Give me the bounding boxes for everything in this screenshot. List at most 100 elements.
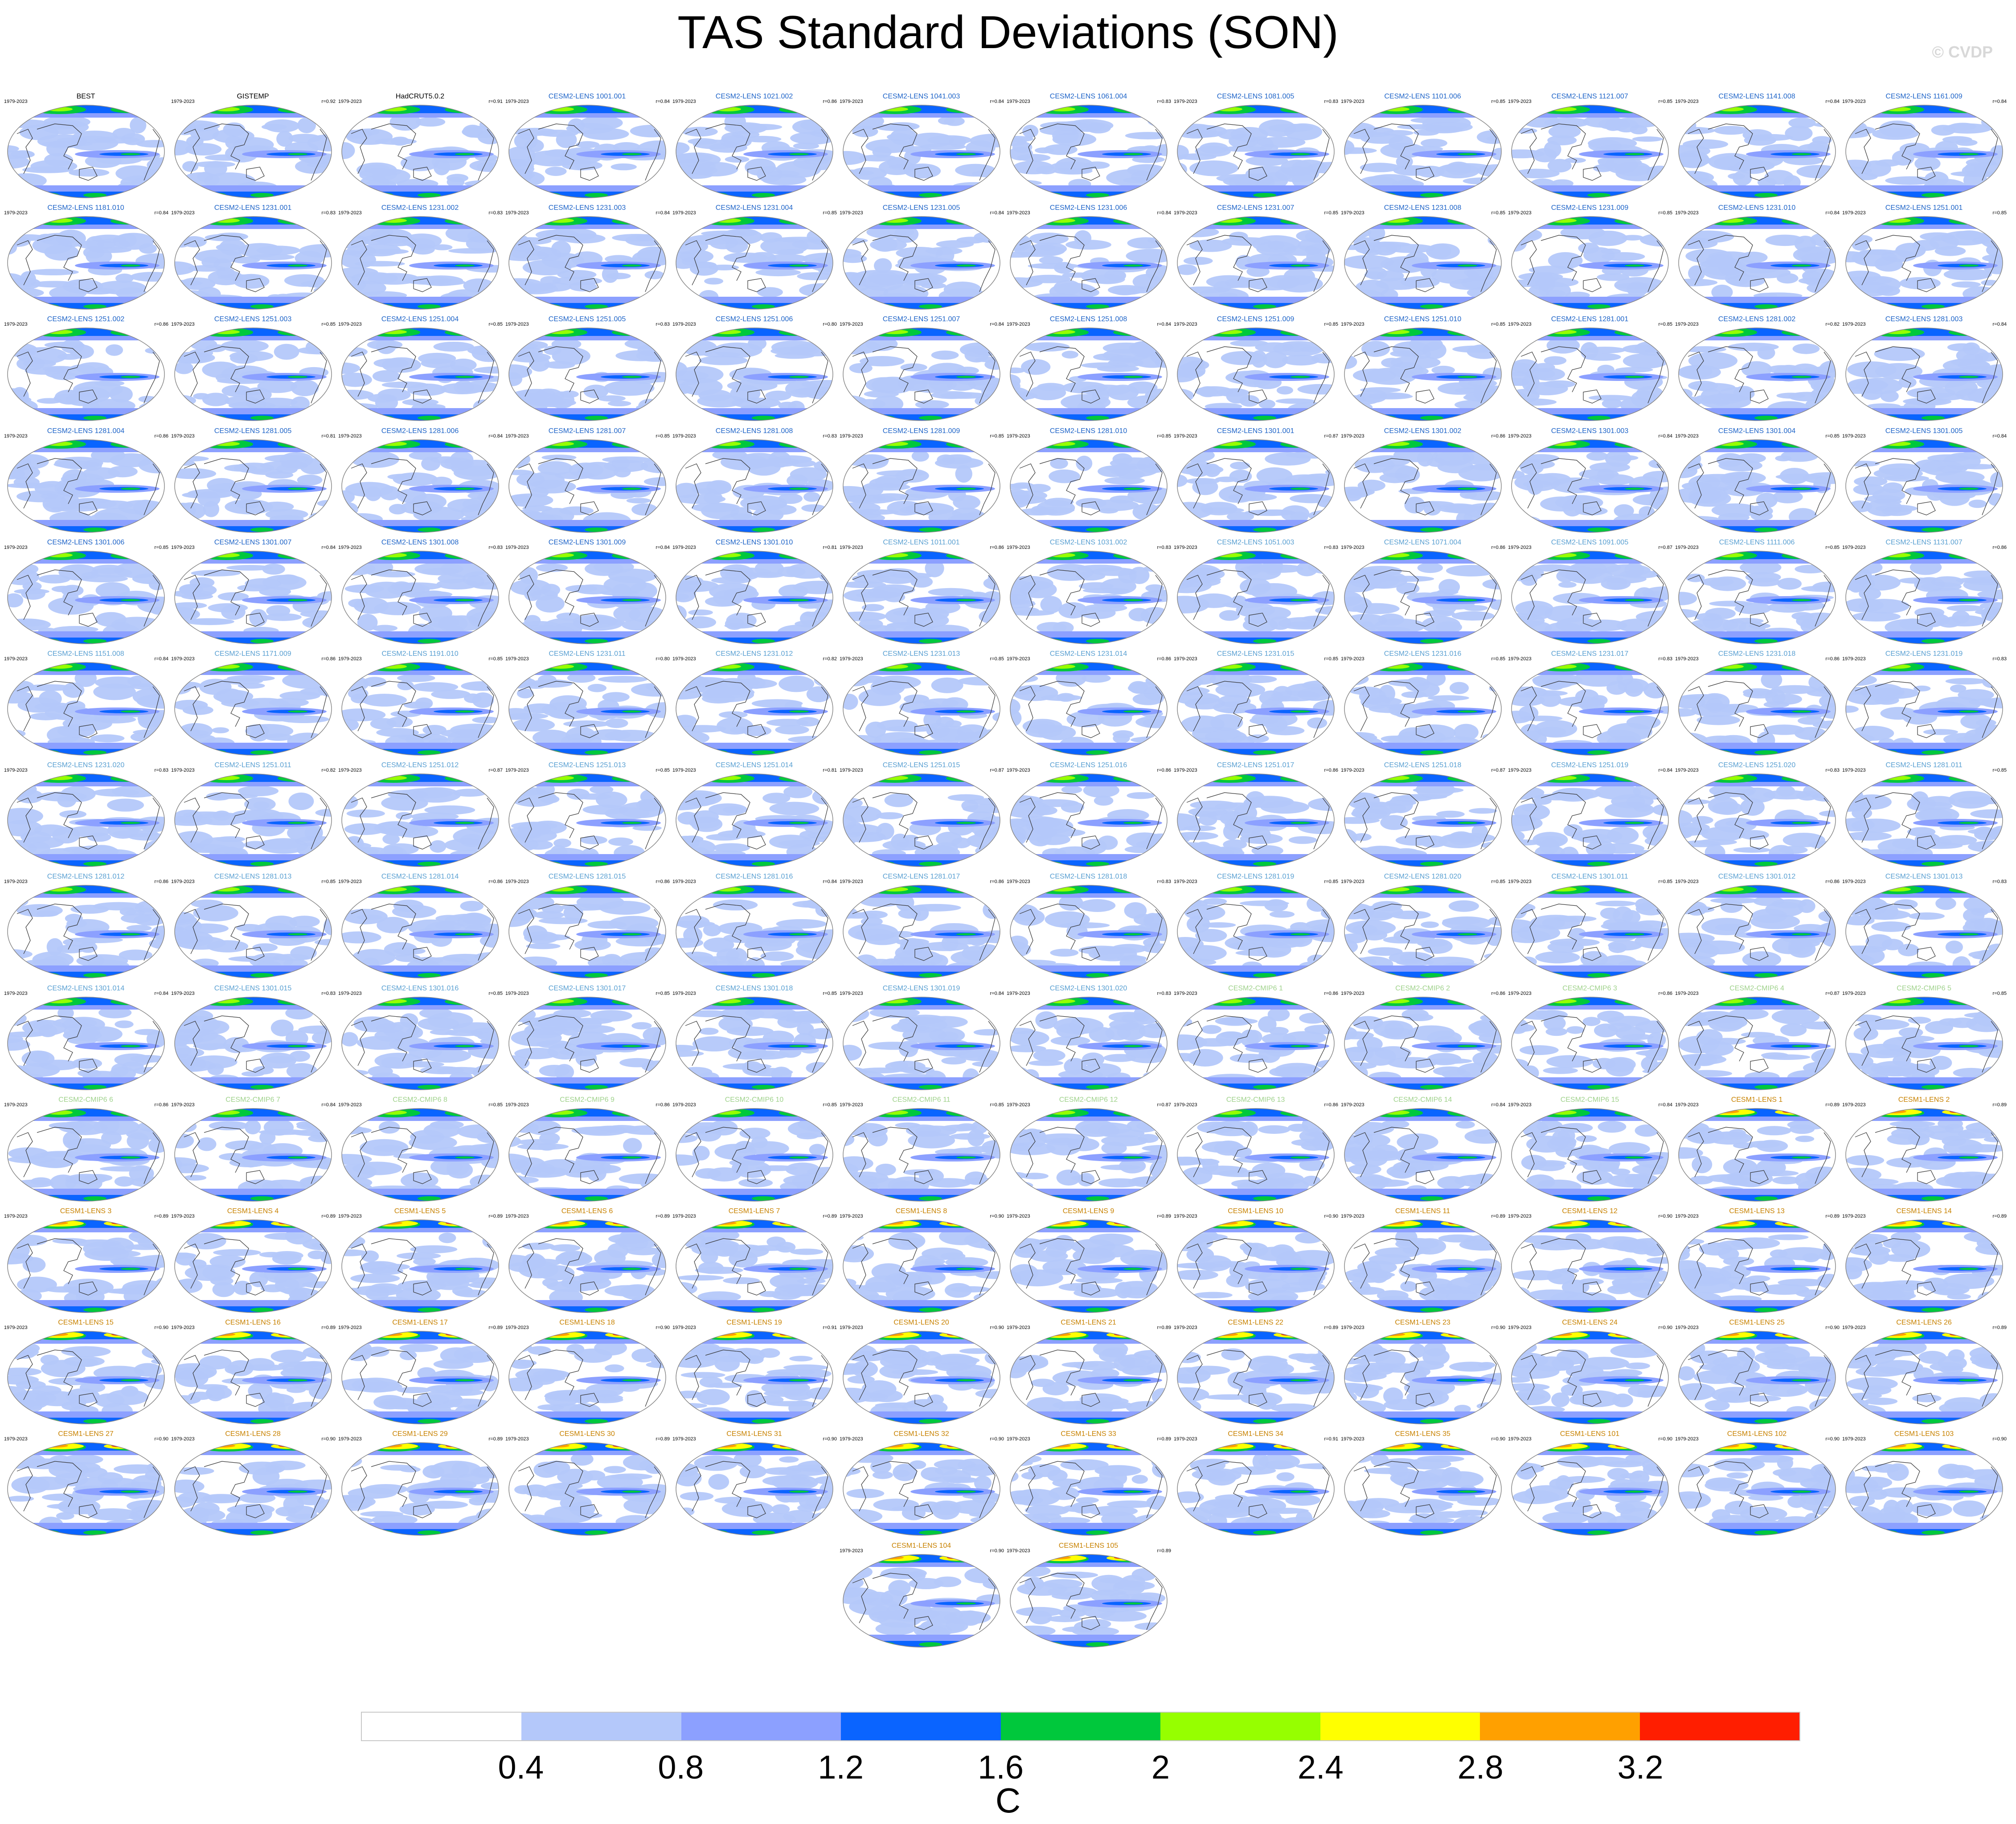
panel-years: 1979-2023 <box>1508 210 1532 216</box>
panel-map <box>676 773 833 867</box>
panel-map <box>341 439 499 533</box>
map-panel: CESM2-LENS 1281.012 1979-2023 r=0.86 <box>2 873 169 983</box>
panel-pattern-correlation: r=0.85 <box>823 990 837 996</box>
map-field <box>1512 997 1668 1090</box>
panel-title: CESM2-LENS 1301.018 <box>715 984 793 992</box>
map-panel: CESM2-LENS 1281.011 1979-2023 r=0.85 <box>1840 761 2008 872</box>
map-field <box>1344 885 1501 978</box>
panel-pattern-correlation: r=0.85 <box>656 990 670 996</box>
map-panel: CESM2-LENS 1281.002 1979-2023 r=0.82 <box>1673 315 1840 426</box>
map-field <box>1846 1108 2003 1201</box>
panel-map <box>1344 662 1502 756</box>
panel-title: CESM1-LENS 31 <box>726 1430 782 1438</box>
panel-years: 1979-2023 <box>171 1214 195 1219</box>
panel-map <box>1678 885 1836 979</box>
panel-pattern-correlation: r=0.84 <box>990 99 1004 104</box>
panel-years: 1979-2023 <box>1341 879 1364 885</box>
panel-map <box>7 105 165 198</box>
map-field <box>175 1108 332 1201</box>
panel-title: CESM2-CMIP6 9 <box>560 1096 615 1104</box>
panel-map <box>7 551 165 644</box>
map-panel: CESM1-LENS 31 1979-2023 r=0.90 <box>671 1430 838 1541</box>
panel-years: 1979-2023 <box>1842 322 1866 327</box>
panel-pattern-correlation: r=0.85 <box>1157 433 1172 439</box>
panel-pattern-correlation: r=0.90 <box>1658 1436 1673 1442</box>
map-field <box>8 439 164 532</box>
panel-years: 1979-2023 <box>1508 1436 1532 1442</box>
panel-title: CESM2-LENS 1301.003 <box>1551 427 1629 435</box>
map-panel: CESM1-LENS 10 1979-2023 r=0.90 <box>1172 1207 1339 1318</box>
map-panel: CESM1-LENS 24 1979-2023 r=0.90 <box>1506 1319 1673 1429</box>
panel-title: CESM2-LENS 1281.004 <box>47 427 125 435</box>
map-field <box>342 1331 499 1424</box>
panel-map <box>1845 551 2003 644</box>
panel-title: CESM2-CMIP6 13 <box>1226 1096 1285 1104</box>
map-panel: CESM2-LENS 1251.018 1979-2023 r=0.87 <box>1339 761 1506 872</box>
panel-pattern-correlation: r=0.90 <box>990 1548 1004 1554</box>
panel-title: CESM2-LENS 1281.011 <box>1885 761 1963 769</box>
panel-map <box>1511 1108 1669 1202</box>
panel-map <box>174 885 332 979</box>
panel-pattern-correlation: r=0.83 <box>1658 656 1673 662</box>
panel-map <box>1010 439 1168 533</box>
panel-years: 1979-2023 <box>1508 990 1532 996</box>
map-field <box>509 663 666 755</box>
panel-map <box>1177 1442 1335 1536</box>
panel-map <box>508 885 666 979</box>
panel-map <box>1845 105 2003 198</box>
colorbar-tick-label: 1.2 <box>818 1749 864 1786</box>
panel-years: 1979-2023 <box>1341 544 1364 550</box>
map-panel: CESM2-LENS 1281.017 1979-2023 r=0.86 <box>838 873 1005 983</box>
map-panel: CESM1-LENS 33 1979-2023 r=0.89 <box>1005 1430 1172 1541</box>
panel-pattern-correlation: r=0.90 <box>1658 1325 1673 1331</box>
panel-years: 1979-2023 <box>1675 1214 1699 1219</box>
map-panel: CESM2-LENS 1301.018 1979-2023 r=0.85 <box>671 985 838 1095</box>
panel-title: CESM2-LENS 1281.018 <box>1049 873 1127 881</box>
panel-pattern-correlation: r=0.83 <box>321 210 336 216</box>
panel-pattern-correlation: r=0.84 <box>1658 433 1673 439</box>
map-field <box>1679 663 1836 755</box>
map-panel: CESM2-CMIP6 1 1979-2023 r=0.86 <box>1172 985 1339 1095</box>
panel-years: 1979-2023 <box>4 544 28 550</box>
map-field <box>1177 328 1334 421</box>
panel-map <box>1344 1442 1502 1536</box>
map-panel: GISTEMP 1979-2023 r=0.92 <box>169 93 336 203</box>
panel-pattern-correlation: r=0.90 <box>321 1436 336 1442</box>
map-field <box>1846 439 2003 532</box>
map-field <box>843 1108 1000 1201</box>
panel-title: CESM1-LENS 104 <box>891 1542 951 1550</box>
panel-map <box>1511 1442 1669 1536</box>
panel-years: 1979-2023 <box>505 1436 529 1442</box>
panel-pattern-correlation: r=0.83 <box>823 433 837 439</box>
panel-pattern-correlation: r=0.84 <box>1491 1102 1506 1108</box>
map-field <box>1010 328 1167 421</box>
panel-map <box>1177 439 1335 533</box>
panel-years: 1979-2023 <box>1842 544 1866 550</box>
panel-years: 1979-2023 <box>4 1436 28 1442</box>
map-panel: CESM1-LENS 3 1979-2023 r=0.89 <box>2 1207 169 1318</box>
panel-pattern-correlation: r=0.84 <box>154 210 169 216</box>
panel-title: CESM2-LENS 1301.004 <box>1718 427 1796 435</box>
panel-map <box>1344 773 1502 867</box>
map-panel: CESM2-LENS 1231.012 1979-2023 r=0.82 <box>671 650 838 761</box>
panel-title: CESM2-CMIP6 10 <box>725 1096 784 1104</box>
map-field <box>1010 885 1167 978</box>
panel-title: CESM2-LENS 1231.017 <box>1551 650 1629 658</box>
map-panel: CESM1-LENS 25 1979-2023 r=0.90 <box>1673 1319 1840 1429</box>
panel-pattern-correlation: r=0.86 <box>1324 1102 1339 1108</box>
map-field <box>843 217 1000 310</box>
map-field <box>175 105 332 198</box>
map-panel: CESM2-LENS 1301.004 1979-2023 r=0.85 <box>1673 427 1840 538</box>
panel-title: CESM2-LENS 1281.013 <box>214 873 292 881</box>
map-panel: CESM1-LENS 2 1979-2023 r=0.89 <box>1840 1096 2008 1206</box>
map-panel: CESM2-LENS 1251.009 1979-2023 r=0.85 <box>1172 315 1339 426</box>
panel-title: CESM1-LENS 3 <box>60 1207 112 1215</box>
panel-pattern-correlation: r=0.86 <box>488 879 503 885</box>
panel-title: CESM2-LENS 1281.015 <box>548 873 626 881</box>
panel-map <box>1845 1331 2003 1424</box>
panel-title: CESM1-LENS 8 <box>895 1207 947 1215</box>
map-panel: CESM2-LENS 1281.006 1979-2023 r=0.84 <box>336 427 504 538</box>
panel-title: CESM2-LENS 1081.005 <box>1217 93 1295 100</box>
panel-years: 1979-2023 <box>1675 656 1699 662</box>
panel-title: CESM1-LENS 27 <box>58 1430 114 1438</box>
